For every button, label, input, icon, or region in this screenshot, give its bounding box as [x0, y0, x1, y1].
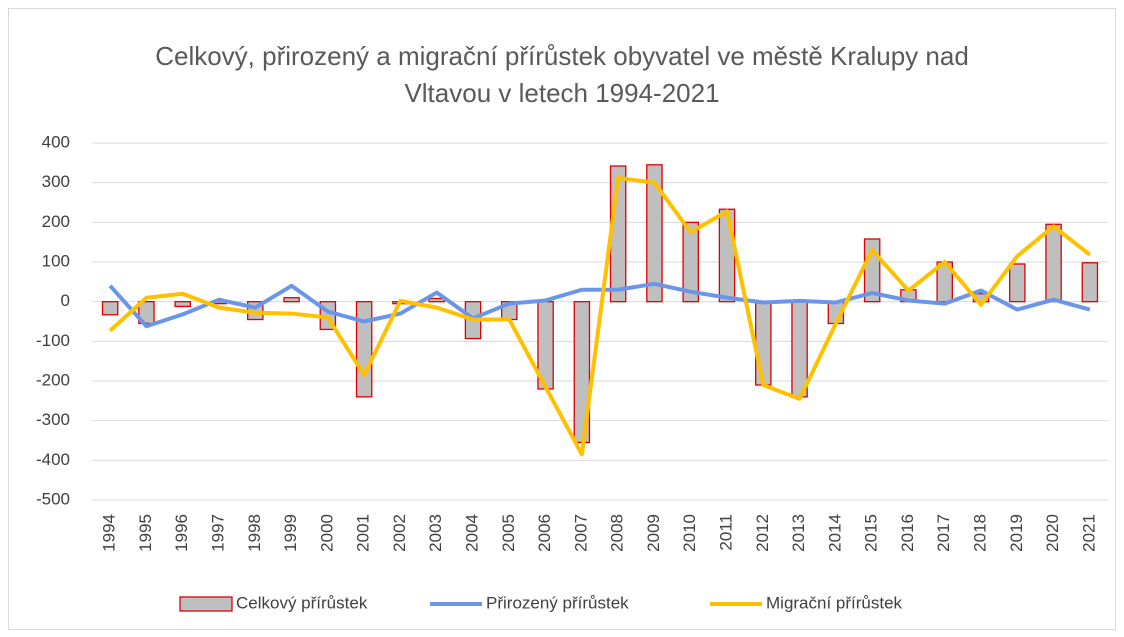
x-tick-label: 1999	[281, 514, 300, 552]
bar	[1045, 223, 1062, 303]
bar	[791, 301, 808, 398]
x-tick-label: 2014	[825, 514, 844, 552]
x-tick-label: 2018	[970, 514, 989, 552]
y-tick-label: 0	[61, 291, 70, 310]
bar	[718, 208, 736, 303]
y-tick-label: -400	[36, 450, 70, 469]
bar	[1009, 263, 1026, 303]
x-tick-label: 2020	[1043, 514, 1062, 552]
bar	[682, 221, 699, 303]
y-tick-label: 200	[42, 212, 70, 231]
y-tick-label: 300	[42, 172, 70, 191]
x-tick-label: 1996	[172, 514, 191, 552]
x-tick-label: 2016	[898, 514, 917, 552]
bar	[283, 297, 300, 303]
x-tick-label: 2008	[608, 514, 627, 552]
x-tick-label: 2013	[789, 514, 808, 552]
x-tick-label: 2000	[317, 514, 336, 552]
x-tick-label: 2006	[535, 514, 554, 552]
y-tick-label: 400	[42, 132, 70, 151]
x-tick-label: 2007	[571, 514, 590, 552]
bar	[646, 164, 663, 303]
x-tick-label: 2003	[426, 514, 445, 552]
x-tick-label: 2001	[354, 514, 373, 552]
bar	[755, 301, 772, 386]
legend-label: Přirozený přírůstek	[486, 593, 629, 612]
bar	[428, 297, 445, 303]
legend-label: Celkový přírůstek	[236, 593, 368, 612]
x-tick-label: 2002	[390, 514, 409, 552]
y-tick-label: -500	[36, 489, 70, 508]
x-tick-label: 1998	[245, 514, 264, 552]
y-tick-label: -300	[36, 410, 70, 429]
line	[108, 175, 1092, 457]
y-tick-label: -100	[36, 331, 70, 350]
bar	[355, 301, 373, 398]
x-tick-label: 2011	[716, 514, 735, 551]
x-tick-label: 1994	[100, 514, 119, 552]
legend-label: Migrační přírůstek	[766, 593, 903, 612]
x-tick-label: 2019	[1007, 514, 1026, 552]
x-tick-label: 2004	[462, 514, 481, 552]
chart-title: Celkový, přirozený a migrační přírůstek …	[155, 41, 969, 108]
x-tick-label: 2005	[499, 514, 518, 552]
legend-swatch	[179, 596, 233, 612]
chart-border	[8, 8, 1116, 630]
x-tick-label: 2012	[753, 514, 772, 552]
x-tick-label: 2009	[644, 514, 663, 552]
y-tick-label: -200	[36, 370, 70, 389]
bar	[1081, 262, 1099, 303]
x-tick-label: 2015	[862, 514, 881, 552]
bar	[174, 301, 191, 308]
x-tick-label: 2021	[1079, 514, 1098, 552]
bar	[101, 301, 119, 316]
x-tick-label: 2017	[934, 514, 953, 552]
x-tick-label: 2010	[680, 514, 699, 552]
x-tick-label: 1995	[136, 514, 155, 552]
y-tick-label: 100	[42, 251, 70, 270]
x-tick-label: 1997	[208, 514, 227, 552]
line	[108, 281, 1091, 329]
